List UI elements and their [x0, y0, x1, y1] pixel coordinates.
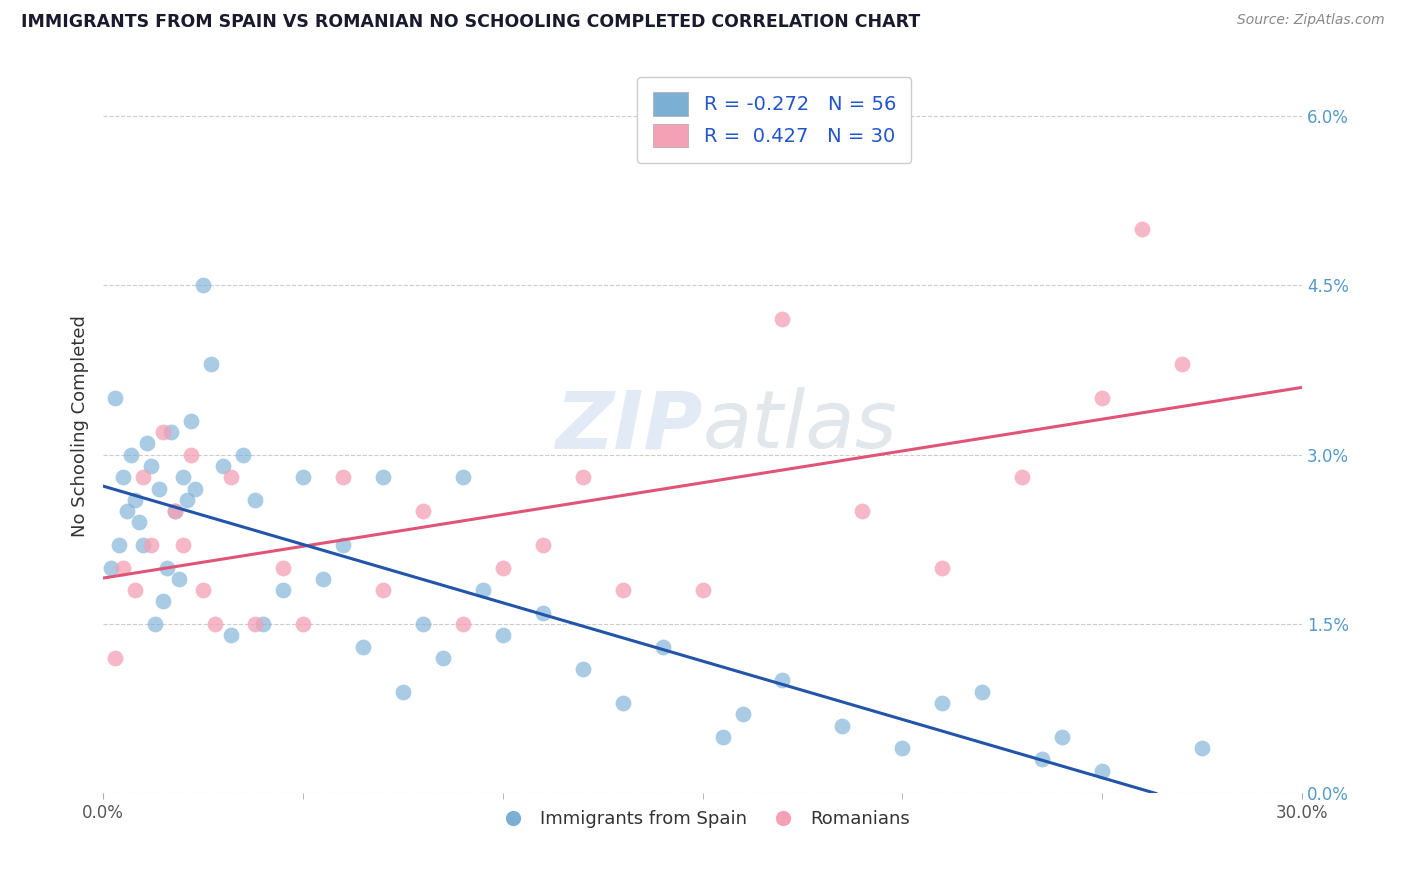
Point [139, 538, 162, 552]
Point [531, 606, 554, 620]
Point [1031, 752, 1053, 766]
Point [571, 470, 593, 484]
Point [692, 583, 714, 598]
Point [851, 504, 873, 518]
Text: IMMIGRANTS FROM SPAIN VS ROMANIAN NO SCHOOLING COMPLETED CORRELATION CHART: IMMIGRANTS FROM SPAIN VS ROMANIAN NO SCH… [21, 13, 921, 31]
Point [115, 504, 138, 518]
Point [612, 696, 634, 710]
Point [332, 538, 354, 552]
Point [1091, 391, 1114, 405]
Point [112, 470, 135, 484]
Point [451, 470, 474, 484]
Point [1130, 222, 1153, 236]
Point [152, 594, 174, 608]
Point [432, 651, 454, 665]
Point [200, 358, 222, 372]
Point [172, 470, 194, 484]
Point [831, 718, 853, 732]
Point [243, 492, 266, 507]
Point [128, 516, 150, 530]
Point [931, 560, 953, 574]
Point [772, 312, 794, 326]
Text: Source: ZipAtlas.com: Source: ZipAtlas.com [1237, 13, 1385, 28]
Point [471, 583, 494, 598]
Point [531, 538, 554, 552]
Point [108, 538, 131, 552]
Point [1011, 470, 1033, 484]
Point [112, 560, 135, 574]
Point [1050, 730, 1073, 744]
Point [1091, 764, 1114, 778]
Point [711, 730, 734, 744]
Text: atlas: atlas [703, 387, 897, 466]
Point [612, 583, 634, 598]
Point [180, 414, 202, 428]
Point [451, 617, 474, 632]
Point [100, 560, 122, 574]
Point [172, 538, 194, 552]
Point [332, 470, 354, 484]
Point [139, 458, 162, 473]
Point [191, 278, 214, 293]
Point [132, 538, 155, 552]
Point [136, 436, 159, 450]
Point [312, 572, 335, 586]
Point [772, 673, 794, 688]
Point [571, 662, 593, 676]
Point [412, 504, 434, 518]
Point [931, 696, 953, 710]
Point [731, 707, 754, 722]
Point [219, 470, 242, 484]
Point [271, 583, 294, 598]
Point [124, 492, 146, 507]
Point [143, 617, 166, 632]
Point [412, 617, 434, 632]
Point [204, 617, 226, 632]
Point [891, 741, 914, 756]
Point [165, 504, 187, 518]
Point [972, 685, 994, 699]
Point [1191, 741, 1213, 756]
Point [191, 583, 214, 598]
Point [232, 448, 254, 462]
Text: ZIP: ZIP [555, 387, 703, 466]
Point [156, 560, 179, 574]
Point [104, 651, 127, 665]
Point [291, 617, 314, 632]
Point [184, 482, 207, 496]
Point [212, 458, 235, 473]
Point [492, 628, 515, 642]
Point [148, 482, 170, 496]
Y-axis label: No Schooling Completed: No Schooling Completed [72, 316, 89, 537]
Point [651, 640, 673, 654]
Point [371, 470, 394, 484]
Legend: Immigrants from Spain, Romanians: Immigrants from Spain, Romanians [488, 803, 917, 836]
Point [352, 640, 374, 654]
Point [167, 572, 190, 586]
Point [252, 617, 274, 632]
Point [492, 560, 515, 574]
Point [243, 617, 266, 632]
Point [176, 492, 198, 507]
Point [1171, 358, 1194, 372]
Point [165, 504, 187, 518]
Point [219, 628, 242, 642]
Point [180, 448, 202, 462]
Point [104, 391, 127, 405]
Point [371, 583, 394, 598]
Point [160, 425, 183, 439]
Point [120, 448, 142, 462]
Point [124, 583, 146, 598]
Point [152, 425, 174, 439]
Point [392, 685, 415, 699]
Point [271, 560, 294, 574]
Point [291, 470, 314, 484]
Point [132, 470, 155, 484]
